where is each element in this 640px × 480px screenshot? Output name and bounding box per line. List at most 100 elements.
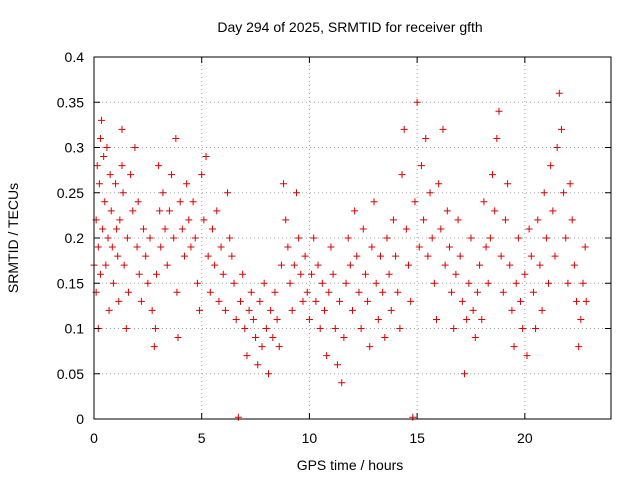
data-point xyxy=(236,297,244,305)
data-point xyxy=(93,162,101,170)
data-point xyxy=(269,334,277,342)
data-point xyxy=(437,225,445,233)
data-point xyxy=(115,297,123,305)
data-point xyxy=(221,306,229,314)
data-point xyxy=(484,279,492,287)
data-points xyxy=(90,89,590,421)
data-point xyxy=(249,315,257,323)
data-point xyxy=(163,261,171,269)
data-point xyxy=(405,261,413,269)
data-point xyxy=(342,279,350,287)
y-tick-label: 0.05 xyxy=(57,366,84,382)
data-point xyxy=(443,207,451,215)
data-point xyxy=(161,225,169,233)
data-point xyxy=(133,243,141,251)
data-point xyxy=(422,134,430,142)
data-point xyxy=(372,279,380,287)
data-point xyxy=(517,297,525,305)
y-tick-label: 0.15 xyxy=(57,275,84,291)
data-point xyxy=(562,234,570,242)
data-point xyxy=(100,153,108,161)
x-tick-label: 10 xyxy=(302,430,318,446)
data-point xyxy=(411,198,419,206)
data-point xyxy=(314,261,322,269)
data-point xyxy=(258,343,266,351)
data-point xyxy=(353,252,361,260)
data-point xyxy=(122,325,130,332)
data-point xyxy=(557,125,565,133)
data-point xyxy=(499,288,507,296)
data-point xyxy=(295,234,303,242)
data-point xyxy=(566,180,574,188)
data-point xyxy=(424,252,432,260)
data-point xyxy=(159,189,167,197)
data-point xyxy=(336,297,344,305)
data-point xyxy=(299,297,307,305)
data-point xyxy=(262,325,270,332)
data-point xyxy=(157,243,165,251)
data-point xyxy=(519,325,527,332)
y-tick-label: 0.1 xyxy=(65,321,85,337)
data-point xyxy=(364,297,372,305)
x-tick-label: 0 xyxy=(90,430,98,446)
data-point xyxy=(103,144,111,151)
data-point xyxy=(396,325,404,332)
data-point xyxy=(140,225,148,233)
data-point xyxy=(426,189,434,197)
data-point xyxy=(469,306,477,314)
data-point xyxy=(540,189,548,197)
data-point xyxy=(407,297,415,305)
data-point xyxy=(495,107,503,115)
data-point xyxy=(420,216,428,224)
data-point xyxy=(142,252,150,260)
data-point xyxy=(579,279,587,287)
data-point xyxy=(448,288,456,296)
data-point xyxy=(288,306,296,314)
data-point xyxy=(134,198,142,206)
data-point xyxy=(310,234,318,242)
data-point xyxy=(202,153,210,161)
data-point xyxy=(461,370,469,378)
data-point xyxy=(204,252,212,260)
data-point xyxy=(555,89,563,97)
data-point xyxy=(538,306,546,314)
data-point xyxy=(329,270,337,278)
data-point xyxy=(486,234,494,242)
data-point xyxy=(305,315,313,323)
data-point xyxy=(245,306,253,314)
data-point xyxy=(282,216,290,224)
data-point xyxy=(398,171,406,179)
data-point xyxy=(119,189,127,197)
data-point xyxy=(482,243,490,251)
data-point xyxy=(331,325,339,332)
data-point xyxy=(215,297,223,305)
data-point xyxy=(116,216,124,224)
data-point xyxy=(277,261,285,269)
data-point xyxy=(374,315,382,323)
data-point xyxy=(320,306,328,314)
axes xyxy=(93,56,612,420)
data-point xyxy=(476,261,484,269)
grid-lines xyxy=(94,57,611,419)
data-point xyxy=(120,261,128,269)
data-point xyxy=(135,270,143,278)
data-point xyxy=(545,279,553,287)
data-point xyxy=(95,180,103,188)
data-point xyxy=(239,270,247,278)
data-point xyxy=(381,334,389,342)
data-point xyxy=(450,325,458,332)
data-point xyxy=(176,198,184,206)
data-point xyxy=(346,261,354,269)
data-point xyxy=(284,243,292,251)
data-point xyxy=(312,297,320,305)
data-point xyxy=(501,216,509,224)
data-point xyxy=(230,279,238,287)
data-point xyxy=(514,234,522,242)
data-point xyxy=(193,279,201,287)
data-point xyxy=(532,325,540,332)
data-point xyxy=(570,261,578,269)
data-point xyxy=(94,243,102,251)
data-point xyxy=(146,234,154,242)
x-tick-label: 15 xyxy=(409,430,425,446)
data-point xyxy=(316,325,324,332)
